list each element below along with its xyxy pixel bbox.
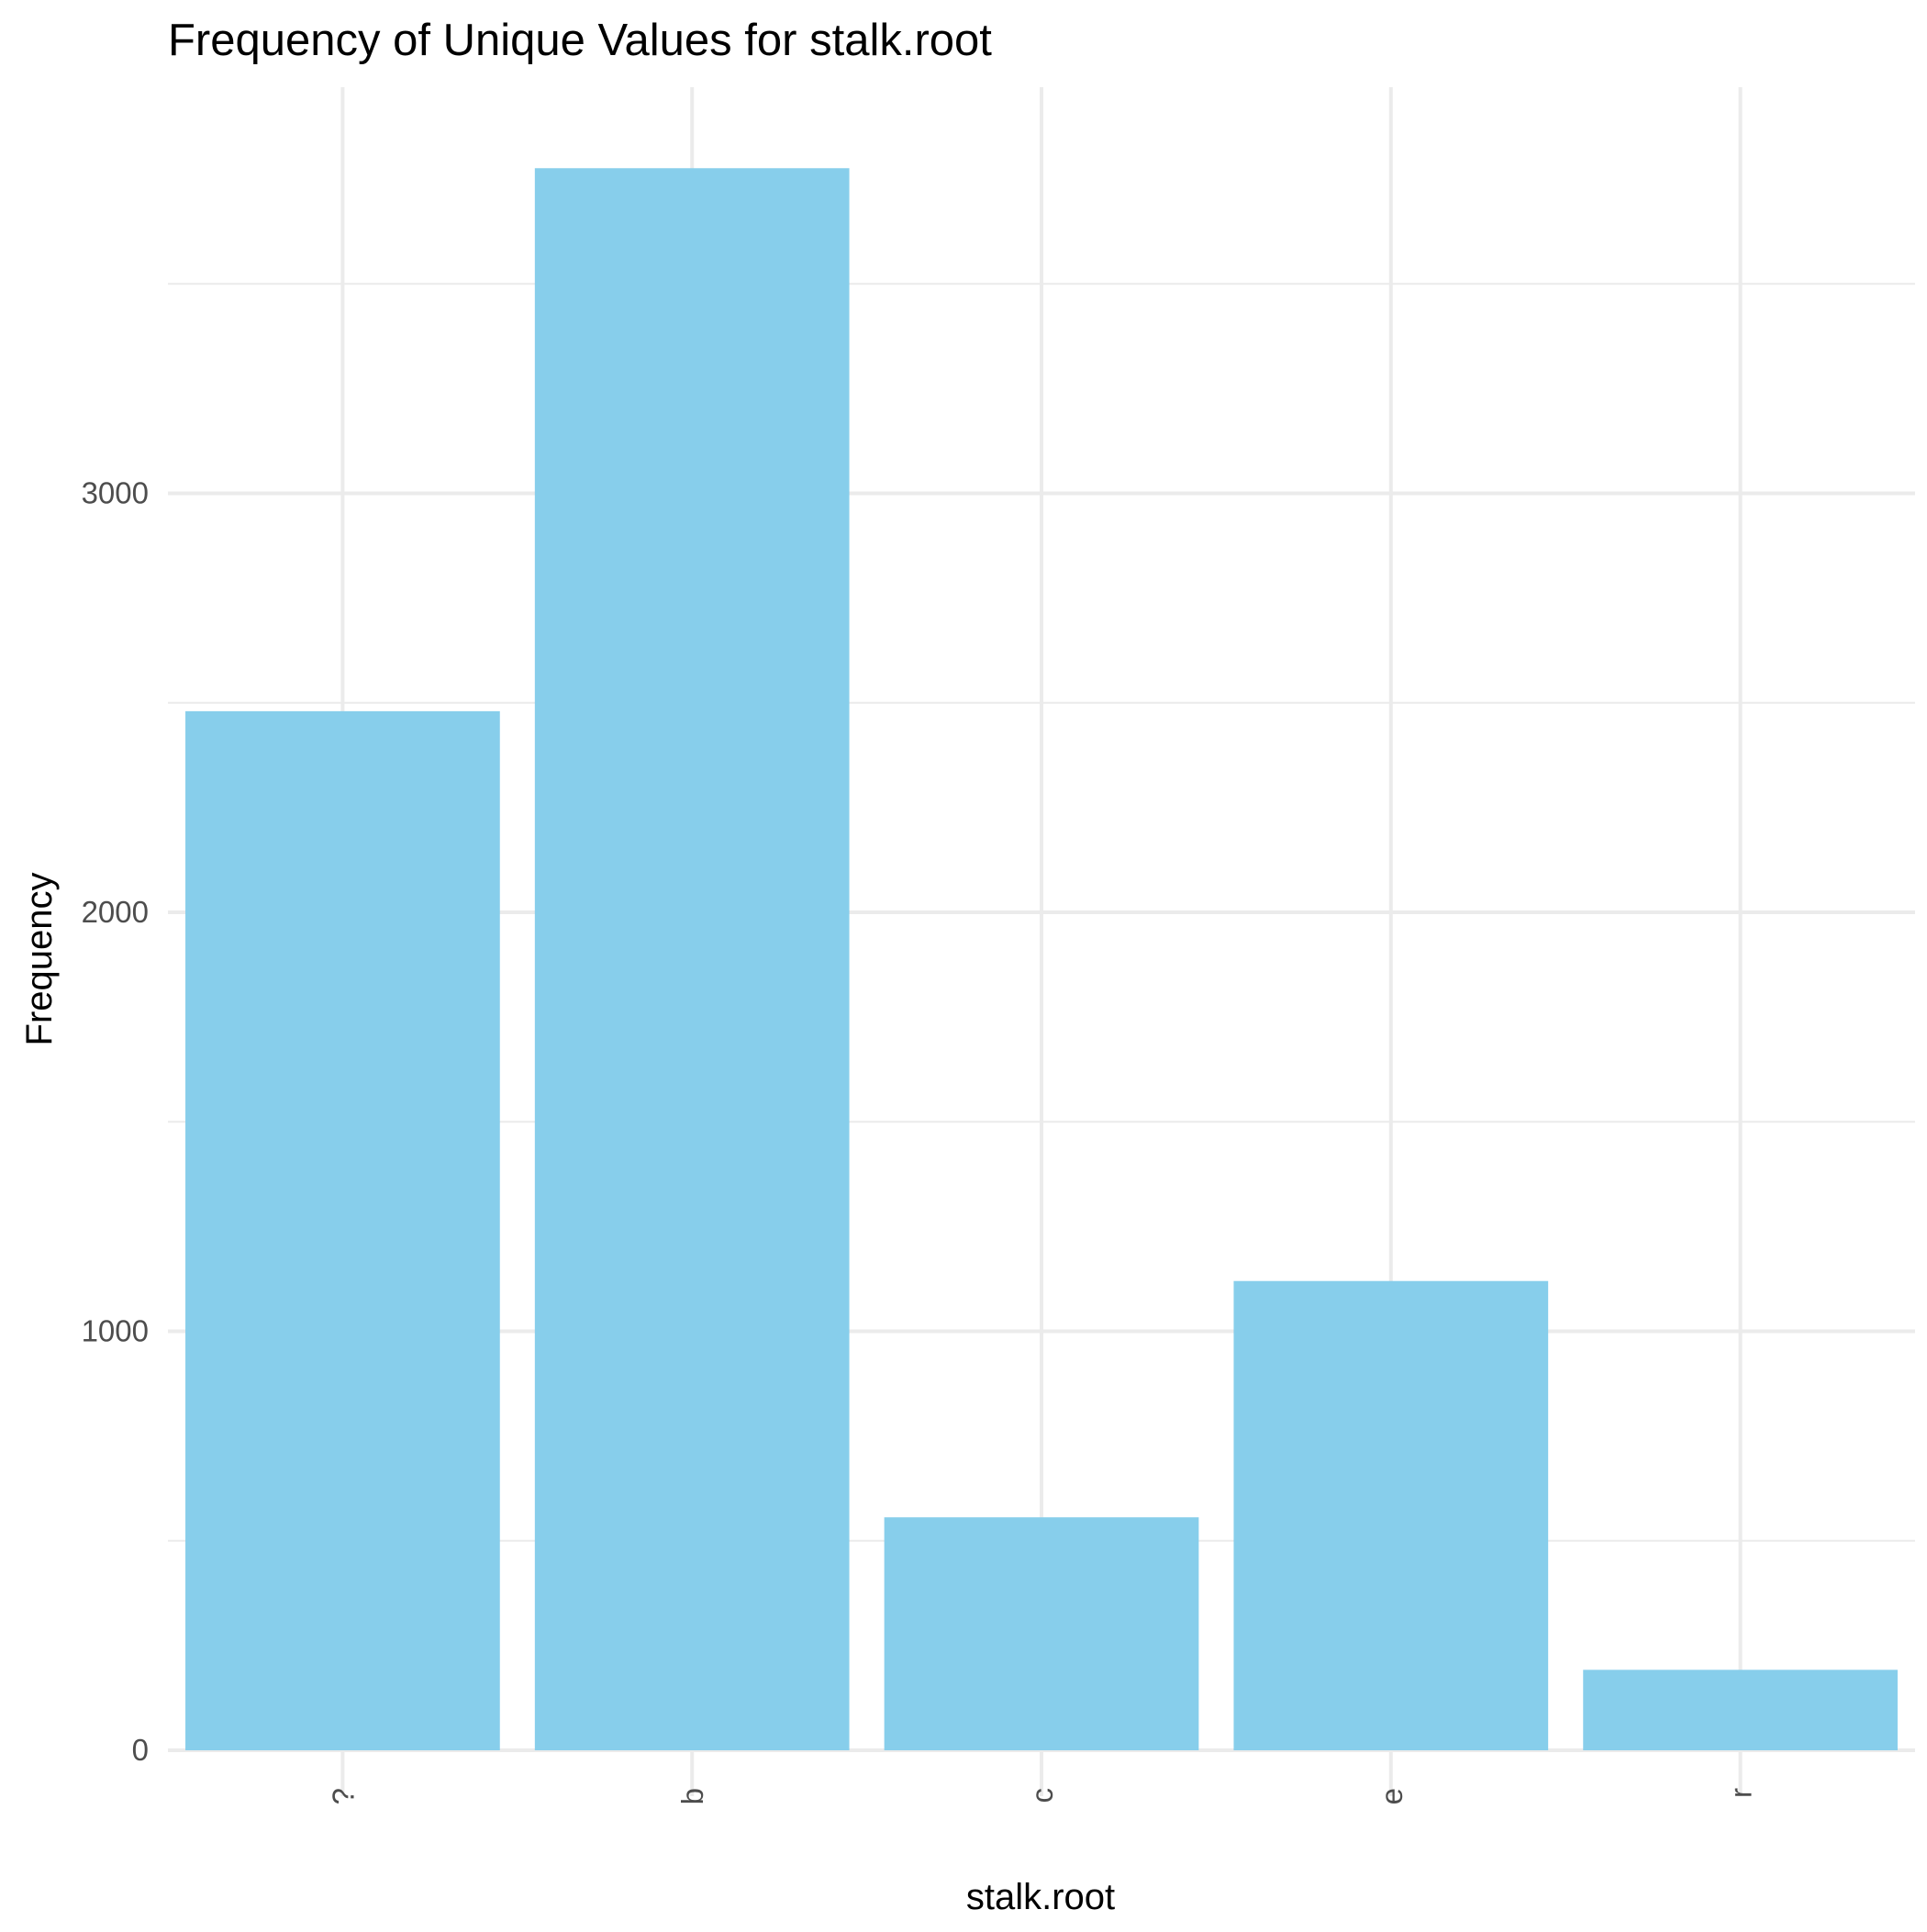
bar-b	[534, 168, 850, 1751]
x-tick-label: e	[1375, 1788, 1409, 1804]
y-axis-ticks: 0 1000 2000 3000	[82, 476, 149, 1768]
x-tick-label: r	[1724, 1788, 1758, 1798]
bars	[185, 168, 1898, 1751]
bar-?	[185, 710, 500, 1750]
x-tick-label: ?	[326, 1788, 360, 1804]
x-axis-label: stalk.root	[966, 1877, 1115, 1917]
y-axis-label: Frequency	[19, 873, 60, 1046]
x-tick-label: c	[1025, 1788, 1059, 1804]
y-tick-label: 2000	[82, 895, 149, 929]
bar-e	[1233, 1280, 1549, 1750]
x-tick-label: b	[675, 1788, 709, 1804]
y-tick-label: 3000	[82, 476, 149, 510]
bar-c	[884, 1517, 1199, 1750]
x-axis-ticks: ? b c e r	[326, 1788, 1757, 1804]
y-tick-label: 1000	[82, 1314, 149, 1348]
bar-r	[1583, 1670, 1898, 1750]
y-tick-label: 0	[132, 1733, 149, 1767]
chart-title: Frequency of Unique Values for stalk.roo…	[168, 16, 992, 65]
